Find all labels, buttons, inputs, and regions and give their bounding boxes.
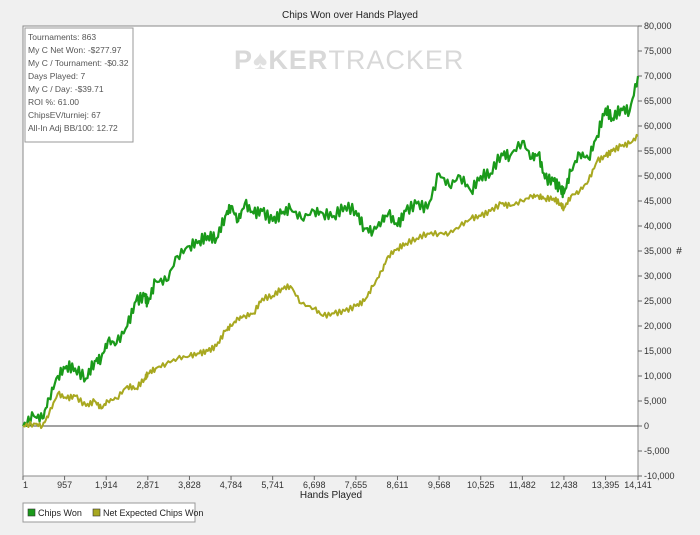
legend-item-chips-won[interactable]: Chips Won xyxy=(27,508,82,518)
y-tick-label: 50,000 xyxy=(644,171,672,181)
x-tick-label: 2,871 xyxy=(137,480,160,490)
y-tick-label: 30,000 xyxy=(644,271,672,281)
y-tick-label: 0 xyxy=(644,421,649,431)
x-tick-label: 1,914 xyxy=(95,480,118,490)
stats-line: Days Played: 7 xyxy=(28,71,85,81)
legend-item-net-expected[interactable]: Net Expected Chips Won xyxy=(92,508,203,518)
x-tick-label: 6,698 xyxy=(303,480,326,490)
x-tick-label: 11,482 xyxy=(509,480,536,490)
stats-line: My C / Tournament: -$0.32 xyxy=(28,58,129,68)
x-tick-label: 12,438 xyxy=(550,480,578,490)
y-tick-label: 65,000 xyxy=(644,96,672,106)
chart-title: Chips Won over Hands Played xyxy=(282,10,418,21)
x-axis: 1 957 1,914 2,871 3,828 4,784 5,741 6,698 7,655 8… xyxy=(22,476,652,490)
watermark-logo: P♠KERTRACKER xyxy=(234,45,464,75)
x-tick-label: 9,568 xyxy=(428,480,451,490)
svg-text:P♠KERTRACKER: P♠KERTRACKER xyxy=(234,45,464,75)
x-tick-label: 8,611 xyxy=(387,480,409,490)
stats-line: ROI %: 61.00 xyxy=(28,97,79,107)
stats-box: Tournaments: 863 My C Net Won: -$277.97 … xyxy=(24,27,134,143)
x-tick-label: 5,741 xyxy=(261,480,284,490)
y-tick-label: 35,000 xyxy=(644,246,672,256)
x-tick-label: 1 xyxy=(23,480,28,490)
series-line-net-expected xyxy=(22,133,639,430)
x-tick-label: 3,828 xyxy=(178,480,201,490)
y-tick-label: -5,000 xyxy=(644,446,670,456)
y-tick-label: 45,000 xyxy=(644,196,672,206)
y-axis-title: # xyxy=(676,246,682,257)
series-layer xyxy=(22,75,640,430)
y-axis: -10,000 -5,000 0 5,000 10,000 15,000 20,000 25,… xyxy=(638,21,675,481)
x-tick-label: 14,141 xyxy=(624,480,652,490)
x-tick-label: 10,525 xyxy=(467,480,495,490)
x-tick-label: 7,655 xyxy=(345,480,368,490)
y-tick-label: 5,000 xyxy=(644,396,667,406)
y-tick-label: -10,000 xyxy=(644,471,675,481)
x-axis-title: Hands Played xyxy=(300,490,362,501)
stats-line: ChipsEV/turniej: 67 xyxy=(28,110,101,120)
stats-line: My C Net Won: -$277.97 xyxy=(28,45,122,55)
y-tick-label: 10,000 xyxy=(644,371,672,381)
y-tick-label: 75,000 xyxy=(644,46,672,56)
series-line-chips-won xyxy=(22,75,640,427)
y-tick-label: 25,000 xyxy=(644,296,672,306)
x-tick-label: 4,784 xyxy=(220,480,243,490)
x-tick-label: 957 xyxy=(57,480,72,490)
y-tick-label: 60,000 xyxy=(644,121,672,131)
stats-line: My C / Day: -$39.71 xyxy=(28,84,104,94)
y-tick-label: 55,000 xyxy=(644,146,672,156)
legend-swatch-net-expected xyxy=(92,508,101,517)
y-tick-label: 40,000 xyxy=(644,221,672,231)
y-tick-label: 80,000 xyxy=(644,21,672,31)
legend-label-chips-won: Chips Won xyxy=(38,508,82,518)
x-tick-label: 13,395 xyxy=(592,480,620,490)
legend-swatch-chips-won xyxy=(27,508,36,517)
y-tick-label: 70,000 xyxy=(644,71,672,81)
legend: Chips Won Net Expected Chips Won xyxy=(22,502,203,523)
y-tick-label: 20,000 xyxy=(644,321,672,331)
legend-label-net-expected: Net Expected Chips Won xyxy=(103,508,203,518)
stats-line: All-In Adj BB/100: 12.72 xyxy=(28,123,118,133)
y-tick-label: 15,000 xyxy=(644,346,672,356)
stats-line: Tournaments: 863 xyxy=(28,32,96,42)
